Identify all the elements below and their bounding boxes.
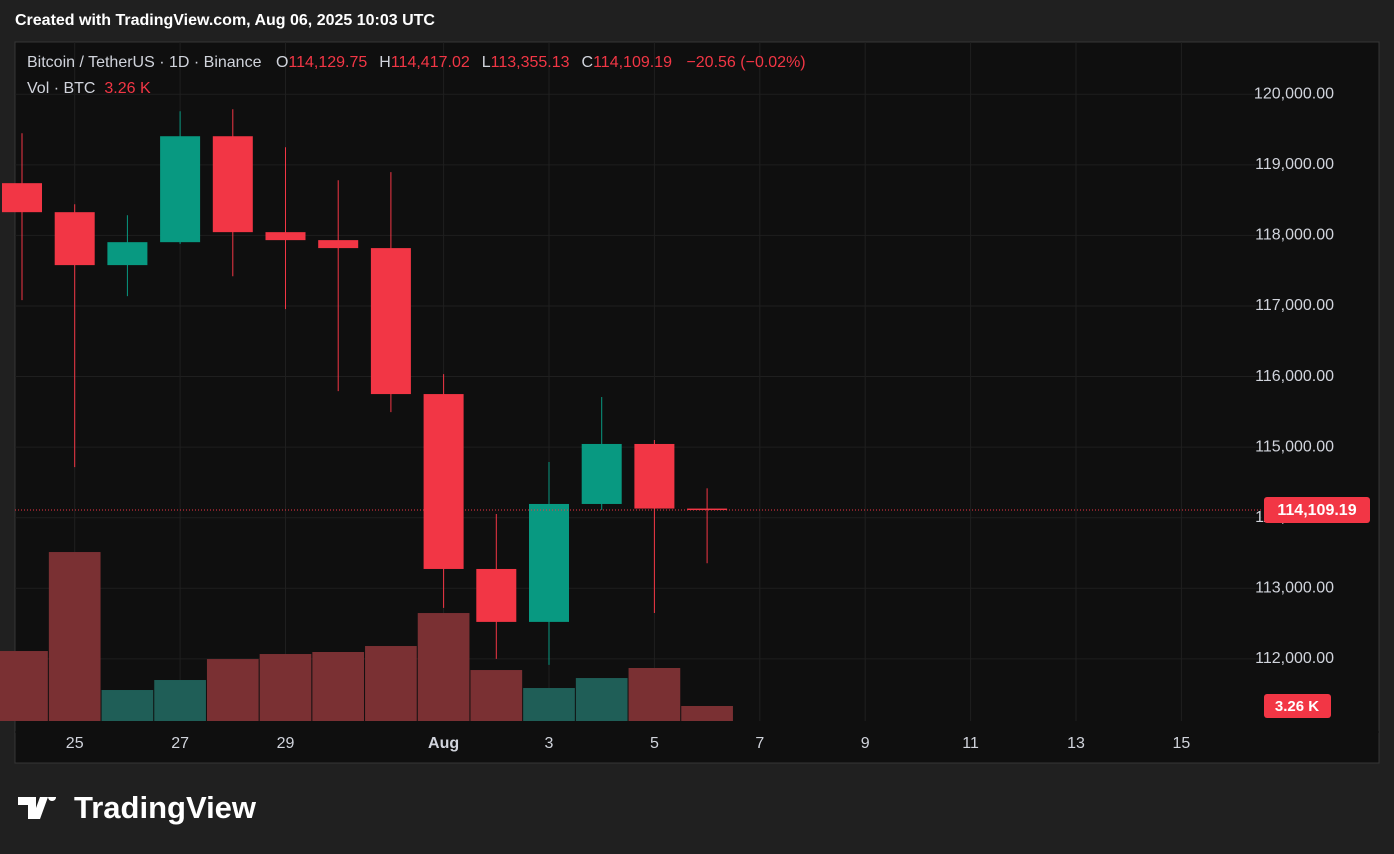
x-tick-label: 11: [962, 735, 979, 752]
ohlc-key: H: [379, 54, 391, 71]
change: −20.56 (−0.02%): [686, 54, 806, 71]
volume-bar: [206, 659, 259, 721]
ohlc-value: 114,109.19: [593, 54, 672, 71]
x-tick-label: 9: [861, 735, 870, 752]
y-tick-label: 119,000.00: [1255, 156, 1334, 173]
volume-bar: [417, 613, 470, 721]
last-price-tag: [1264, 497, 1370, 524]
candle-body: [212, 136, 253, 233]
last-price-label: 114,109.19: [1277, 502, 1356, 519]
legend-header: Bitcoin / TetherUS · 1D · Binance O114,1…: [27, 54, 806, 72]
x-tick-label: 5: [650, 735, 659, 752]
ohlc-key: C: [581, 54, 594, 71]
ohlc-key: O: [275, 54, 289, 71]
volume-bar: [523, 688, 575, 721]
candle-body: [581, 443, 622, 504]
x-tick-label: 25: [66, 735, 84, 752]
volume-bar: [681, 706, 733, 721]
x-tick-label: 15: [1173, 735, 1191, 752]
ohlc: O114,129.75 H114,417.02 L113,355.13 C114,10…: [266, 54, 672, 71]
candle-body: [107, 242, 148, 266]
volume-bar: [575, 678, 628, 721]
ohlc-value: 114,129.75: [288, 54, 368, 71]
candle-body: [634, 443, 675, 509]
volume-bar: [365, 646, 417, 721]
volume-bar: [259, 654, 312, 721]
candle-body: [687, 508, 728, 511]
volume-bar: [101, 690, 154, 721]
x-tick-label: 29: [277, 735, 295, 752]
volume-bar: [312, 651, 365, 721]
volume-bar: [470, 670, 523, 721]
candle-body: [370, 248, 411, 395]
ohlc-value: 114,417.02: [390, 54, 470, 71]
y-tick-label: 118,000.00: [1255, 227, 1334, 244]
candle-body: [476, 568, 517, 622]
last-volume-tag: [1264, 694, 1331, 719]
y-tick-label: 117,000.00: [1255, 297, 1334, 314]
brand: TradingView: [18, 790, 256, 826]
y-tick-label: 113,000.00: [1255, 580, 1334, 597]
volume-bar: [0, 651, 48, 721]
x-tick-label: 3: [545, 735, 554, 752]
volume-bar: [628, 668, 681, 721]
candle-body: [2, 183, 42, 213]
y-tick-label: 120,000.00: [1254, 85, 1334, 102]
y-tick-label: 116,000.00: [1255, 368, 1334, 385]
x-tick-label: Aug: [428, 735, 459, 752]
caption: Created with TradingView.com, Aug 06, 20…: [15, 12, 435, 29]
volume-value: 3.26 K: [104, 80, 151, 97]
symbol: Bitcoin / TetherUS · 1D · Binance: [27, 54, 262, 71]
last-volume-label: 3.26 K: [1275, 698, 1319, 715]
x-tick-label: 7: [755, 735, 764, 752]
brand-name: TradingView: [74, 790, 257, 825]
x-tick-label: 13: [1067, 735, 1085, 752]
volume-bar: [48, 552, 101, 721]
ohlc-value: 113,355.13: [490, 54, 570, 71]
ohlc-key: L: [481, 54, 491, 71]
y-tick-label: 112,000.00: [1255, 650, 1334, 667]
candle-body: [423, 394, 464, 569]
x-tick-label: 27: [171, 735, 189, 752]
candle-body: [54, 212, 95, 266]
candle-body: [318, 240, 359, 249]
y-tick-label: 115,000.00: [1255, 438, 1334, 455]
volume-legend: Vol · BTC 3.26 K: [27, 80, 151, 98]
volume-bar: [154, 680, 206, 721]
brand-logo: [18, 797, 57, 819]
volume-title: Vol · BTC: [27, 80, 96, 97]
candle-body: [160, 136, 201, 243]
candle-body: [529, 503, 569, 622]
candle-body: [265, 232, 306, 241]
